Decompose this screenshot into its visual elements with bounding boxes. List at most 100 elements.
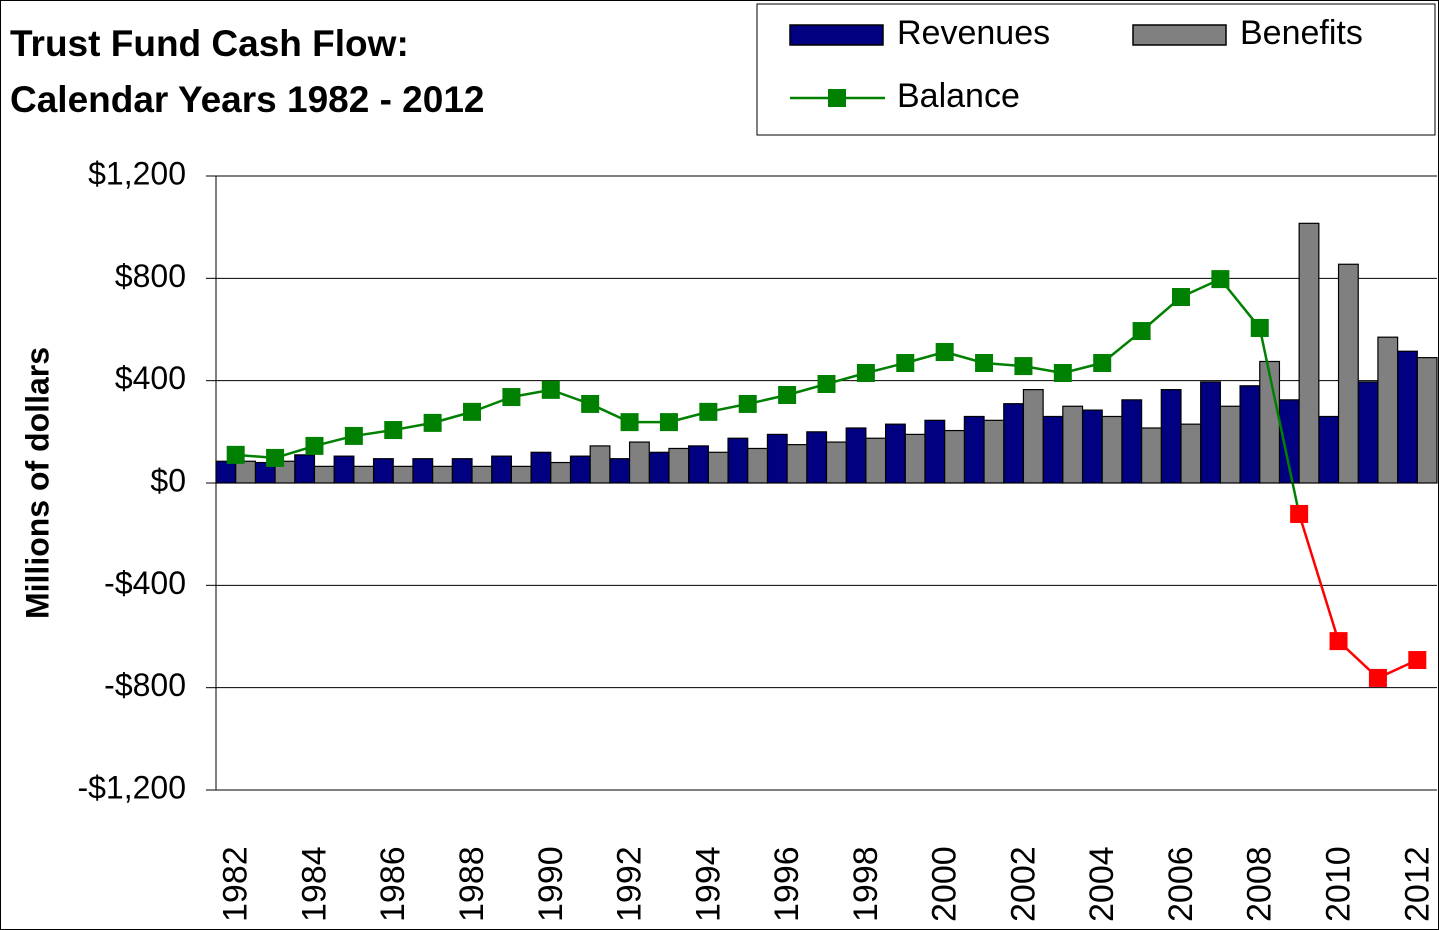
bar: [215, 460, 237, 484]
bar: [235, 460, 256, 484]
bar: [1377, 336, 1399, 484]
legend-swatch: [789, 24, 884, 46]
bar: [944, 429, 965, 484]
balance-marker: [266, 448, 285, 467]
bar: [1121, 399, 1143, 484]
bar: [589, 445, 611, 484]
balance-marker: [1093, 354, 1112, 373]
bar: [530, 451, 552, 484]
bar: [1416, 357, 1438, 484]
bar: [1160, 389, 1182, 484]
x-tick-label: 1986: [374, 846, 412, 922]
bar: [825, 441, 847, 484]
bar: [1337, 263, 1359, 484]
y-tick-label: -$800: [104, 667, 186, 703]
x-tick-label: 1982: [217, 846, 255, 922]
x-tick-label: 1994: [689, 846, 727, 922]
x-tick-label: 2004: [1083, 846, 1121, 922]
legend-label: Revenues: [897, 14, 1050, 52]
x-tick-label: 2000: [926, 846, 964, 922]
bar: [1397, 350, 1418, 484]
balance-marker: [1290, 504, 1309, 523]
legend-label: Benefits: [1240, 14, 1363, 52]
balance-marker: [975, 354, 994, 373]
balance-marker: [1171, 288, 1190, 307]
bar: [510, 465, 532, 484]
x-tick-label: 2010: [1320, 846, 1358, 922]
balance-marker: [659, 413, 678, 432]
bar: [1081, 409, 1103, 484]
balance-marker: [856, 363, 875, 382]
y-tick-label: $0: [150, 462, 186, 498]
bar: [884, 423, 906, 484]
bar: [668, 447, 690, 484]
balance-marker: [463, 402, 482, 421]
y-tick-label: -$1,200: [77, 769, 186, 805]
balance-marker: [384, 421, 403, 440]
balance-marker: [581, 394, 600, 413]
bar: [845, 427, 867, 484]
bar: [786, 444, 808, 484]
x-tick-label: 1988: [453, 846, 491, 922]
bar: [747, 447, 769, 484]
legend-swatch: [1132, 24, 1227, 46]
balance-marker: [344, 426, 363, 445]
bar: [392, 465, 414, 484]
bar: [1042, 415, 1064, 484]
bar: [471, 465, 493, 484]
y-tick-label: -$400: [104, 565, 186, 601]
bar: [1357, 381, 1379, 484]
bar: [924, 419, 946, 484]
x-tick-label: 1984: [295, 846, 333, 922]
bar: [727, 437, 749, 484]
bar: [1219, 405, 1241, 484]
bar: [412, 458, 434, 484]
legend-label: Balance: [897, 77, 1020, 115]
balance-marker: [423, 413, 442, 432]
balance-marker: [738, 394, 757, 413]
bar: [688, 445, 709, 484]
chart-title: Trust Fund Cash Flow:: [10, 23, 409, 64]
bar: [628, 441, 650, 484]
bar: [1318, 415, 1340, 484]
balance-marker: [1132, 322, 1151, 341]
bar: [707, 451, 729, 484]
balance-marker: [305, 436, 324, 455]
bar: [1298, 222, 1320, 484]
bar: [983, 419, 1005, 484]
y-tick-label: $1,200: [88, 155, 186, 191]
x-tick-label: 1990: [532, 846, 570, 922]
balance-marker: [541, 380, 560, 399]
bar: [1101, 415, 1123, 484]
bar: [1200, 381, 1221, 484]
balance-marker: [778, 385, 797, 404]
balance-marker: [226, 445, 245, 464]
balance-marker: [620, 413, 639, 432]
y-tick-label: $800: [115, 258, 186, 294]
x-tick-label: 2008: [1241, 846, 1279, 922]
bar: [1003, 403, 1025, 484]
x-tick-label: 1996: [768, 846, 806, 922]
bar: [963, 415, 985, 484]
balance-marker: [1329, 632, 1348, 651]
balance-marker: [1368, 668, 1387, 687]
bar: [1140, 427, 1162, 484]
x-tick-label: 2006: [1162, 846, 1200, 922]
balance-marker: [1250, 318, 1269, 337]
bar: [333, 455, 355, 484]
bar: [648, 451, 670, 484]
bar: [432, 465, 453, 484]
bar: [451, 458, 473, 484]
balance-marker: [699, 402, 718, 421]
chart-title: Calendar Years 1982 - 2012: [10, 79, 485, 120]
bar: [550, 461, 572, 484]
bar: [1022, 389, 1044, 484]
balance-marker: [896, 354, 915, 373]
bar: [806, 431, 828, 484]
balance-line-segment: [1297, 513, 1340, 642]
bar: [1239, 385, 1261, 484]
bar: [313, 465, 335, 484]
y-axis-label: Millions of dollars: [19, 347, 55, 619]
x-tick-label: 2002: [1004, 846, 1042, 922]
bar: [904, 433, 926, 484]
